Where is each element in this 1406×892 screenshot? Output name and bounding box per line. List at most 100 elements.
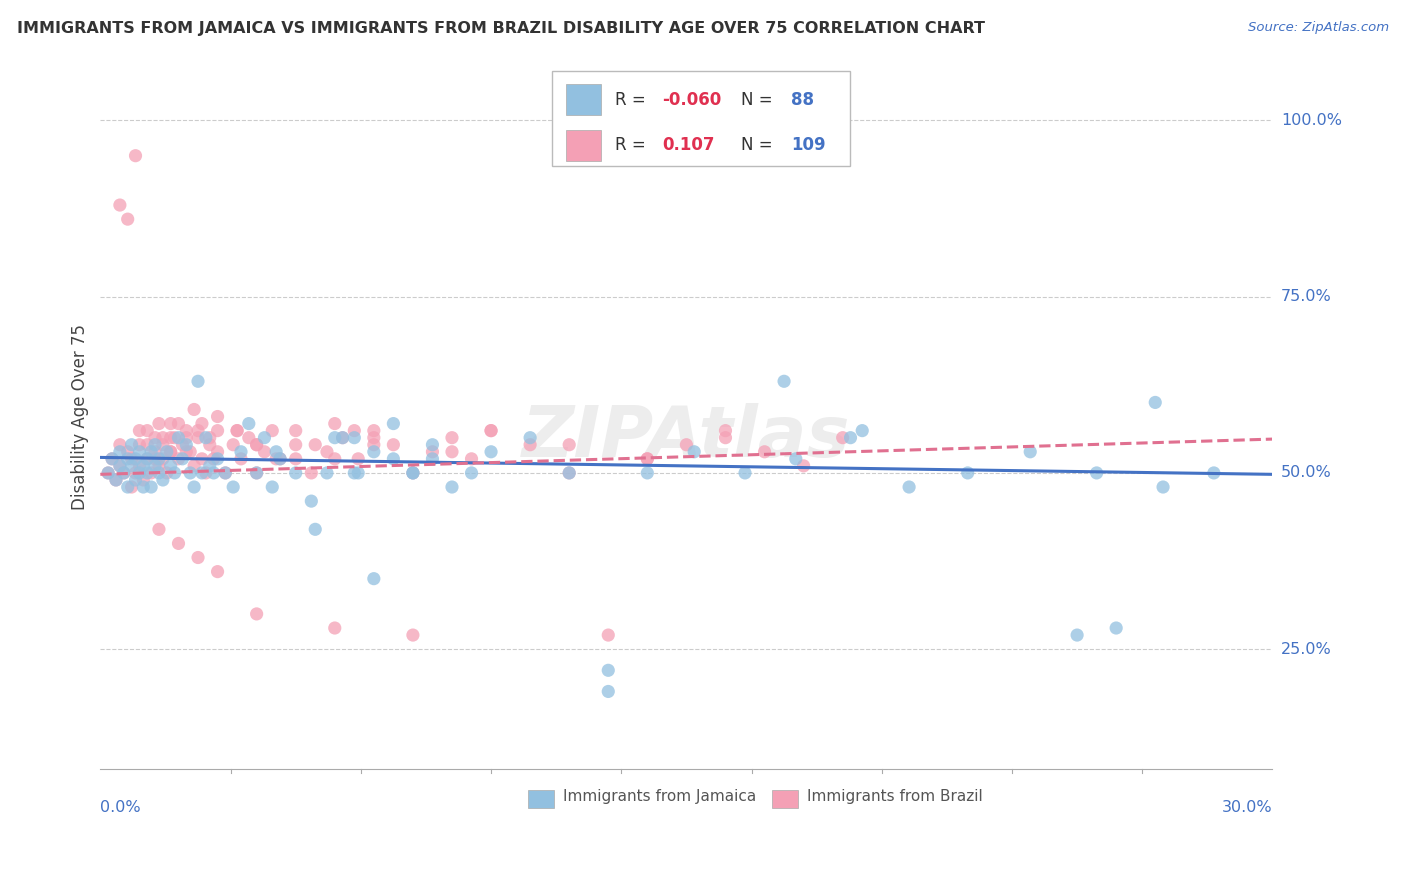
Point (183, 480, 205, 494)
Text: 75.0%: 75.0% (1281, 289, 1331, 304)
Point (159, 444, 181, 458)
Text: 0.107: 0.107 (662, 136, 714, 154)
Point (139, 444, 162, 458)
Point (167, 536, 190, 550)
Point (363, 572, 385, 586)
Point (402, 466, 425, 480)
Point (402, 628, 425, 642)
Point (128, 424, 150, 438)
Point (179, 444, 201, 458)
Point (176, 424, 198, 438)
Point (156, 444, 179, 458)
Point (226, 424, 249, 438)
Point (422, 444, 444, 458)
Point (222, 480, 245, 494)
Point (246, 438, 269, 452)
Point (1105, 621, 1128, 635)
Point (598, 628, 620, 642)
Point (207, 444, 229, 458)
FancyBboxPatch shape (772, 790, 797, 808)
Point (202, 451, 225, 466)
Point (117, 480, 139, 494)
Point (117, 212, 139, 227)
Point (636, 451, 658, 466)
Point (97, 466, 120, 480)
Point (299, 466, 322, 480)
Point (229, 444, 252, 458)
Point (264, 444, 287, 458)
FancyBboxPatch shape (529, 790, 554, 808)
Point (136, 424, 159, 438)
Text: Immigrants from Brazil: Immigrants from Brazil (807, 789, 983, 805)
Point (132, 480, 155, 494)
Point (172, 438, 194, 452)
Text: Source: ZipAtlas.com: Source: ZipAtlas.com (1249, 21, 1389, 35)
Point (598, 663, 620, 677)
Text: Immigrants from Jamaica: Immigrants from Jamaica (564, 789, 756, 805)
Point (117, 444, 139, 458)
Point (479, 444, 502, 458)
Point (143, 431, 166, 445)
Point (1202, 466, 1225, 480)
Point (323, 417, 346, 431)
Text: N =: N = (741, 91, 779, 109)
Text: 88: 88 (790, 91, 814, 109)
Point (179, 466, 201, 480)
Point (229, 451, 252, 466)
Point (128, 444, 150, 458)
Point (363, 424, 385, 438)
Point (460, 466, 482, 480)
Point (132, 473, 155, 487)
Point (363, 431, 385, 445)
Point (187, 550, 209, 565)
Point (343, 424, 366, 438)
Point (226, 424, 249, 438)
Y-axis label: Disability Age Over 75: Disability Age Over 75 (72, 324, 89, 509)
Point (121, 480, 143, 494)
Point (402, 466, 425, 480)
Point (785, 451, 807, 466)
Point (191, 451, 214, 466)
Point (332, 431, 354, 445)
Point (172, 451, 194, 466)
Point (1019, 444, 1042, 458)
Point (176, 438, 198, 452)
Point (191, 466, 214, 480)
Point (1144, 395, 1167, 409)
Point (198, 438, 221, 452)
Point (284, 438, 307, 452)
FancyBboxPatch shape (565, 85, 600, 115)
Point (97, 466, 120, 480)
Point (898, 480, 921, 494)
Point (636, 466, 658, 480)
Point (152, 473, 174, 487)
Point (304, 438, 326, 452)
Point (246, 466, 269, 480)
Point (323, 431, 346, 445)
Point (304, 522, 326, 536)
Point (152, 431, 174, 445)
Point (167, 417, 190, 431)
Point (136, 451, 159, 466)
Point (207, 409, 229, 424)
Point (117, 451, 139, 466)
Point (194, 431, 217, 445)
Point (143, 444, 166, 458)
Point (143, 451, 166, 466)
Point (136, 466, 159, 480)
Point (440, 431, 463, 445)
Point (440, 444, 463, 458)
Point (132, 458, 155, 473)
Point (675, 438, 697, 452)
Point (136, 438, 159, 452)
Point (139, 480, 162, 494)
Point (207, 424, 229, 438)
Text: N =: N = (741, 136, 779, 154)
Text: 25.0%: 25.0% (1281, 641, 1331, 657)
Point (246, 466, 269, 480)
Text: R =: R = (614, 91, 651, 109)
Text: IMMIGRANTS FROM JAMAICA VS IMMIGRANTS FROM BRAZIL DISABILITY AGE OVER 75 CORRELA: IMMIGRANTS FROM JAMAICA VS IMMIGRANTS FR… (17, 21, 984, 37)
Point (1152, 480, 1174, 494)
Point (108, 198, 131, 212)
Point (222, 438, 245, 452)
